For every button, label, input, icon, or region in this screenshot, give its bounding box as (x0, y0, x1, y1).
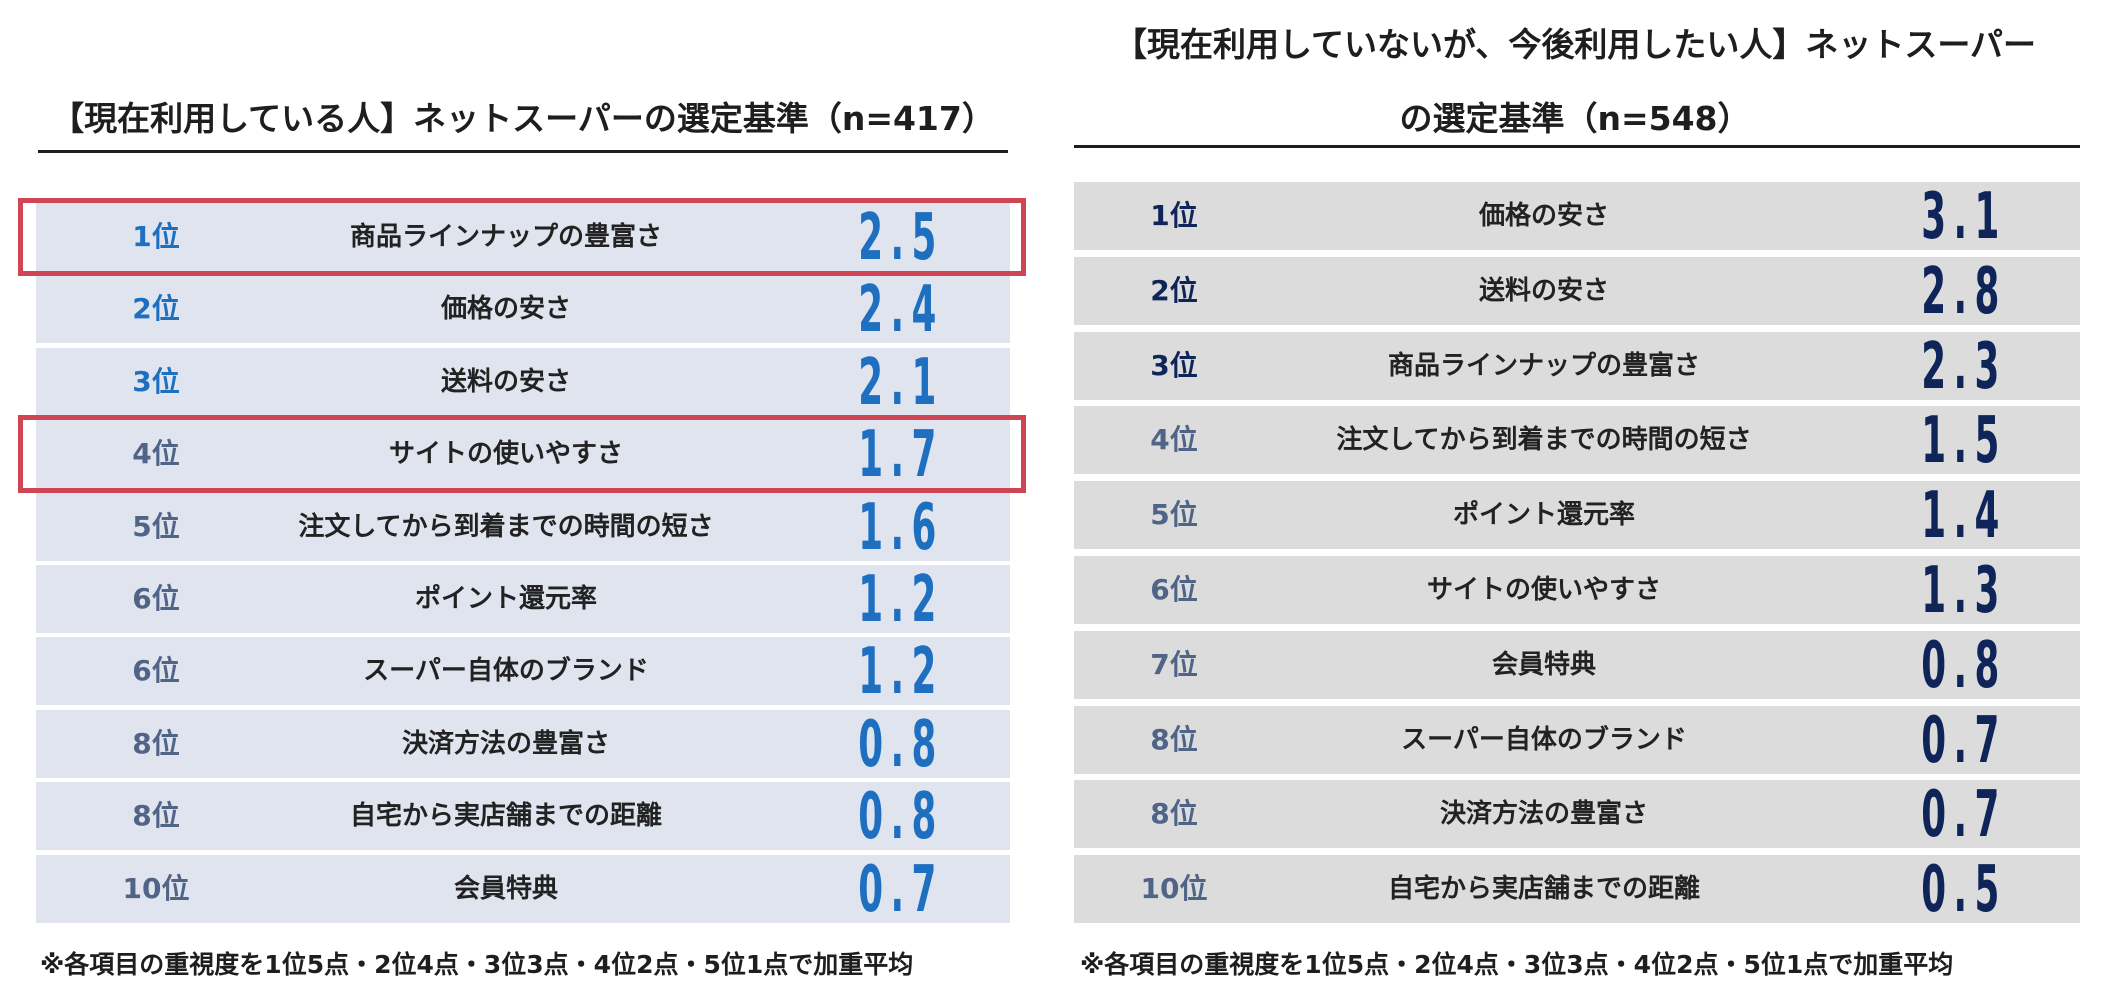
ranking-row: 7位 会員特典 0.8 (1074, 628, 2080, 703)
right-panel-title-line2: の選定基準（n=548） (1399, 99, 1751, 138)
highlight-box (18, 198, 1026, 276)
score-value: 1.3 (1921, 554, 2007, 628)
criterion-label: 決済方法の豊富さ (1439, 799, 1648, 830)
ranking-row: 8位 決済方法の豊富さ 0.7 (1074, 778, 2080, 853)
score-value: 0.8 (1921, 628, 2007, 703)
ranking-row: 10位 会員特典 0.7 (36, 852, 1010, 927)
ranking-row: 4位 注文してから到着までの時間の短さ 1.5 (1074, 404, 2080, 479)
score-value: 0.7 (1921, 778, 2007, 853)
score-value: 2.3 (1921, 329, 2007, 404)
ranking-row: 8位 スーパー自体のブランド 0.7 (1074, 703, 2080, 778)
criterion-label: 自宅から実店舗までの距離 (349, 801, 662, 832)
score-value: 1.6 (858, 490, 944, 565)
criterion-label: 価格の安さ (1478, 201, 1609, 231)
criterion-label: スーパー自体のブランド (1401, 724, 1687, 755)
right-title-rule (1074, 145, 2080, 148)
score-value: 0.5 (1921, 853, 2007, 928)
score-value: 2.5 (858, 201, 944, 275)
rank-label: 3位 (132, 364, 180, 398)
score-value: 2.4 (858, 273, 944, 348)
criterion-label: 会員特典 (1491, 649, 1596, 680)
criterion-label: サイトの使いやすさ (388, 439, 623, 470)
score-value: 1.2 (858, 563, 944, 637)
score-value: 0.7 (1921, 703, 2007, 778)
criterion-label: サイトの使いやすさ (1426, 575, 1661, 605)
criterion-label: スーパー自体のブランド (363, 656, 649, 687)
criterion-label: 送料の安さ (1478, 275, 1609, 306)
rank-label: 1位 (1150, 199, 1198, 232)
right-panel-title-line1: 【現在利用していないが、今後利用したい人】ネットスーパー (1113, 25, 2037, 64)
rank-label: 6位 (132, 654, 180, 688)
ranking-row: 3位 送料の安さ 2.1 (36, 345, 1010, 420)
criterion-label: 商品ラインナップの豊富さ (349, 222, 662, 252)
ranking-row: 1位 価格の安さ 3.1 (1074, 180, 2080, 254)
ranking-row: 2位 送料の安さ 2.8 (1074, 254, 2080, 329)
score-value: 3.1 (1921, 180, 2007, 254)
score-value: 2.8 (1921, 254, 2007, 329)
ranking-row: 8位 自宅から実店舗までの距離 0.8 (36, 780, 1010, 855)
criterion-label: 決済方法の豊富さ (401, 728, 610, 759)
rank-label: 10位 (1140, 872, 1208, 906)
rank-label: 8位 (1150, 797, 1198, 831)
rank-label: 2位 (132, 292, 180, 326)
rank-label: 1位 (132, 220, 180, 253)
score-value: 1.4 (1921, 479, 2007, 554)
left-panel-title: 【現在利用している人】ネットスーパーの選定基準（n=417） (51, 99, 995, 138)
ranking-row: 6位 ポイント還元率 1.2 (36, 563, 1010, 637)
criterion-label: 注文してから到着までの時間の短さ (1336, 425, 1752, 456)
score-value: 1.5 (1921, 404, 2007, 479)
rank-label: 3位 (1150, 348, 1198, 382)
score-value: 1.7 (858, 418, 944, 493)
rank-label: 8位 (1150, 722, 1198, 756)
left-footnote: ※各項目の重視度を1位5点・2位4点・3位3点・4位2点・5位1点で加重平均 (40, 950, 914, 979)
criterion-label: ポイント還元率 (1452, 500, 1635, 531)
criterion-label: 送料の安さ (440, 366, 571, 397)
criterion-label: 商品ラインナップの豊富さ (1387, 350, 1700, 381)
score-value: 0.8 (858, 707, 944, 782)
right-footnote: ※各項目の重視度を1位5点・2位4点・3位3点・4位2点・5位1点で加重平均 (1080, 950, 1954, 979)
rank-label: 6位 (132, 582, 180, 615)
ranking-row: 6位 スーパー自体のブランド 1.2 (36, 635, 1010, 710)
left-ranking-panel: 【現在利用している人】ネットスーパーの選定基準（n=417） 1位 商品ラインナッ… (0, 0, 1030, 996)
highlight-box (18, 415, 1026, 494)
score-value: 0.7 (858, 852, 944, 927)
rank-label: 5位 (1150, 498, 1198, 532)
rank-label: 5位 (132, 509, 180, 543)
left-title-rule (38, 150, 1008, 153)
rank-label: 6位 (1150, 573, 1198, 606)
criterion-label: 会員特典 (453, 873, 558, 904)
rank-label: 4位 (1150, 423, 1198, 457)
criterion-label: 自宅から実店舗までの距離 (1387, 874, 1700, 905)
criterion-label: 価格の安さ (440, 294, 571, 325)
score-value: 0.8 (858, 780, 944, 855)
rank-label: 7位 (1150, 647, 1198, 681)
ranking-row: 5位 ポイント還元率 1.4 (1074, 479, 2080, 554)
ranking-row: 6位 サイトの使いやすさ 1.3 (1074, 554, 2080, 628)
score-value: 2.1 (858, 345, 944, 420)
ranking-row: 10位 自宅から実店舗までの距離 0.5 (1074, 853, 2080, 928)
ranking-row: 3位 商品ラインナップの豊富さ 2.3 (1074, 329, 2080, 404)
ranking-row: 1位 商品ラインナップの豊富さ 2.5 (36, 201, 1010, 275)
rank-label: 2位 (1150, 273, 1198, 307)
ranking-row: 8位 決済方法の豊富さ 0.8 (36, 707, 1010, 782)
score-value: 1.2 (858, 635, 944, 710)
criterion-label: 注文してから到着までの時間の短さ (298, 511, 714, 542)
rank-label: 8位 (132, 799, 180, 833)
rank-label: 10位 (122, 871, 190, 905)
criterion-label: ポイント還元率 (414, 584, 597, 614)
ranking-row: 4位 サイトの使いやすさ 1.7 (36, 418, 1010, 493)
ranking-row: 5位 注文してから到着までの時間の短さ 1.6 (36, 490, 1010, 565)
rank-label: 4位 (132, 437, 180, 471)
ranking-row: 2位 価格の安さ 2.4 (36, 273, 1010, 348)
right-ranking-panel: 【現在利用していないが、今後利用したい人】ネットスーパー の選定基準（n=548… (1070, 0, 2110, 996)
rank-label: 8位 (132, 726, 180, 760)
